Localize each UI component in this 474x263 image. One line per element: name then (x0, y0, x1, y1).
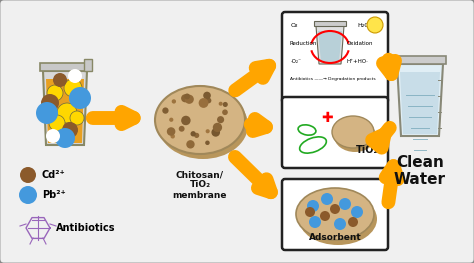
Text: Reduction: Reduction (290, 41, 318, 46)
Text: H⁺+HO·: H⁺+HO· (347, 59, 369, 64)
Polygon shape (397, 64, 443, 136)
Circle shape (69, 87, 91, 109)
Circle shape (205, 140, 210, 145)
Circle shape (70, 111, 84, 125)
Text: ·O₂⁻: ·O₂⁻ (290, 59, 301, 64)
Text: ✚: ✚ (321, 111, 333, 125)
Ellipse shape (158, 91, 248, 159)
Ellipse shape (334, 120, 376, 152)
Ellipse shape (299, 193, 377, 245)
Polygon shape (43, 71, 87, 145)
Circle shape (179, 126, 184, 132)
Circle shape (320, 211, 330, 221)
Bar (314, 21, 346, 26)
Circle shape (53, 73, 67, 87)
Circle shape (162, 107, 169, 114)
Circle shape (211, 128, 220, 137)
Text: Antibiotics ——→ Degradation products: Antibiotics ——→ Degradation products (290, 77, 375, 81)
Circle shape (182, 118, 189, 125)
Circle shape (367, 17, 383, 33)
Ellipse shape (332, 116, 374, 148)
Circle shape (46, 129, 60, 143)
Circle shape (203, 92, 211, 99)
Circle shape (223, 102, 228, 107)
Circle shape (172, 99, 176, 104)
FancyBboxPatch shape (282, 12, 388, 103)
Circle shape (191, 131, 196, 136)
Circle shape (171, 134, 175, 139)
Text: Pb²⁺: Pb²⁺ (42, 190, 66, 200)
Circle shape (219, 102, 223, 106)
Bar (40, 63, 90, 71)
Circle shape (199, 98, 209, 108)
Circle shape (348, 217, 358, 227)
Text: Oxidation: Oxidation (347, 41, 374, 46)
Text: TiO₂: TiO₂ (356, 145, 378, 155)
Polygon shape (400, 72, 440, 134)
Circle shape (64, 79, 82, 97)
Circle shape (184, 94, 190, 99)
Circle shape (57, 103, 77, 123)
Text: Chitosan/
TiO₂
membrane: Chitosan/ TiO₂ membrane (173, 170, 227, 200)
Polygon shape (46, 79, 84, 143)
Circle shape (169, 118, 173, 122)
Circle shape (62, 122, 78, 138)
Circle shape (181, 94, 189, 102)
Circle shape (68, 69, 82, 83)
Ellipse shape (296, 188, 374, 240)
Bar (84, 59, 92, 71)
Circle shape (222, 109, 228, 115)
Text: O₂: O₂ (291, 23, 299, 28)
Text: Clean
Water: Clean Water (394, 155, 446, 188)
Circle shape (330, 204, 340, 214)
Circle shape (339, 198, 351, 210)
Polygon shape (318, 31, 342, 62)
Circle shape (206, 129, 210, 133)
Circle shape (206, 98, 211, 103)
Text: Cd²⁺: Cd²⁺ (42, 170, 66, 180)
Circle shape (321, 193, 333, 205)
Circle shape (36, 102, 58, 124)
Circle shape (194, 133, 199, 138)
Circle shape (185, 95, 194, 104)
Circle shape (167, 127, 175, 136)
Circle shape (41, 94, 59, 112)
Circle shape (181, 116, 191, 125)
Circle shape (334, 218, 346, 230)
Bar (394, 56, 446, 64)
Circle shape (217, 116, 224, 123)
Circle shape (213, 123, 222, 132)
FancyBboxPatch shape (282, 179, 388, 250)
Circle shape (49, 115, 65, 131)
Polygon shape (316, 26, 344, 64)
Text: H₂O: H₂O (357, 23, 369, 28)
Circle shape (305, 207, 315, 217)
Circle shape (20, 167, 36, 183)
Circle shape (351, 206, 363, 218)
Text: Adsorbent: Adsorbent (309, 233, 361, 242)
Circle shape (47, 85, 63, 101)
Circle shape (309, 216, 321, 228)
Circle shape (55, 128, 75, 148)
Circle shape (19, 186, 37, 204)
Ellipse shape (155, 86, 245, 154)
Circle shape (186, 140, 195, 149)
FancyBboxPatch shape (282, 97, 388, 168)
Circle shape (307, 200, 319, 212)
Text: Antibiotics: Antibiotics (56, 223, 116, 233)
